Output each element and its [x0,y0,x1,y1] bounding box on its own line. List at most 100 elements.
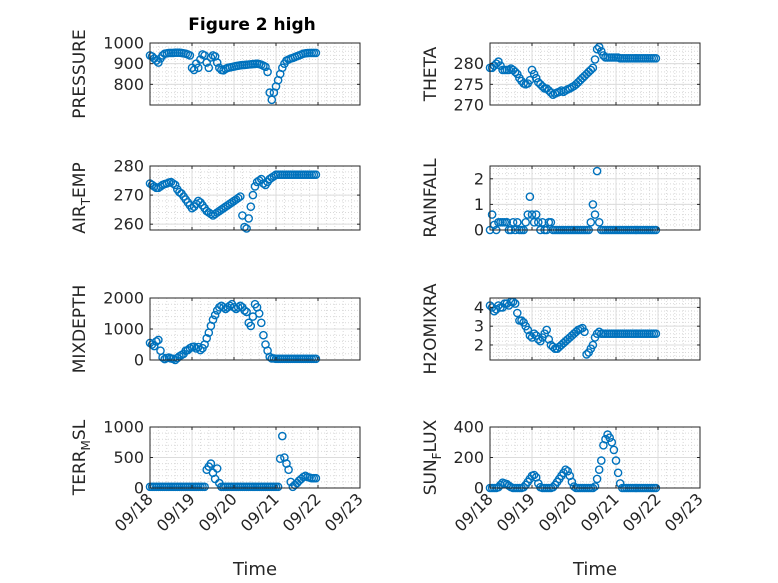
data-point [513,308,522,318]
data-point [548,482,558,492]
data-point [538,217,547,227]
data-point [189,342,199,352]
data-point [242,224,251,233]
data-point [202,58,211,67]
data-point [592,474,602,484]
y-tick-label: 0 [134,351,144,370]
x-tick-label: 09/20 [535,489,581,535]
data-point [246,321,256,331]
data-point [206,459,216,468]
data-point [582,350,591,359]
data-point [594,217,604,227]
data-point [609,445,619,455]
data-point [259,179,268,188]
y-tick-label: 275 [453,75,484,94]
data-point [185,51,195,60]
data-point [254,309,264,318]
data-point [151,56,161,65]
data-point [523,325,533,335]
data-point [590,482,600,491]
data-point [284,465,293,475]
y-tick-label: 800 [113,75,144,94]
data-point [586,217,596,227]
data-point [487,210,497,219]
data-point [206,53,216,62]
data-point [588,200,598,209]
subplot-theta: 270 275 280 THETA [421,42,701,115]
subplot-sun-flux: 0200400SUNFLUX09/1809/1909/2009/2109/220… [421,418,707,581]
y-tick-label: 1000 [103,34,144,53]
axes-box [489,165,701,231]
data-point [259,330,268,340]
data-point [546,217,556,227]
data-point [494,57,503,66]
x-tick-label: 09/23 [661,489,707,535]
data-point [193,63,203,73]
data-point [149,341,159,351]
data-point [235,301,245,311]
data-point [546,88,556,97]
x-axis-label: Time [572,559,617,580]
subplot-mixdepth: 0 1000 2000 MIXDEPTH [70,285,361,373]
data-point [534,334,543,344]
data-point [605,433,615,443]
data-point [525,331,535,340]
data-point [277,431,287,441]
data-point [594,465,604,475]
x-tick-label: 09/19 [493,489,539,535]
data-point [567,477,577,487]
data-point [240,222,249,232]
data-point [311,354,321,364]
data-point [200,482,209,492]
data-point [273,482,283,492]
data-point [240,306,249,315]
data-point [519,482,528,492]
data-point [151,337,161,346]
y-tick-label: 4 [474,298,484,317]
y-tick-label: 0 [474,479,484,498]
data-point [592,166,602,176]
data-point [542,325,552,335]
data-point [588,63,598,73]
data-point [597,47,606,56]
data-point [277,63,287,73]
data-point [615,479,625,488]
data-point [548,342,558,352]
data-point [212,464,222,473]
data-point [513,69,522,79]
x-tick-label: 09/19 [153,489,199,535]
data-point [246,202,256,211]
data-point [513,217,522,227]
axes-box [489,42,701,106]
data-point [256,318,266,328]
axes-box [489,297,701,361]
y-axis-label: AIRTEMP [70,162,93,233]
data-point [263,67,272,77]
data-point [275,454,285,464]
data-point [580,327,589,337]
plot-area [490,298,700,360]
y-tick-label: 1000 [103,418,144,437]
x-axis-label: Time [232,559,277,580]
y-tick-label: 2 [474,169,484,188]
y-tick-label: 2000 [103,289,144,308]
data-point [311,473,321,483]
data-point [521,217,531,227]
data-point [489,306,499,316]
data-point [563,466,573,476]
data-point [651,54,661,63]
y-tick-label: 0 [134,479,144,498]
data-point [531,210,541,219]
data-point [525,192,535,201]
y-tick-label: 260 [113,215,144,234]
data-point [208,315,218,325]
data-point [534,217,543,227]
data-point [529,329,539,339]
data-point [196,345,205,355]
y-tick-label: 2 [474,335,484,354]
y-tick-label: 900 [113,54,144,73]
data-point [527,65,537,75]
y-tick-label: 500 [113,448,144,467]
